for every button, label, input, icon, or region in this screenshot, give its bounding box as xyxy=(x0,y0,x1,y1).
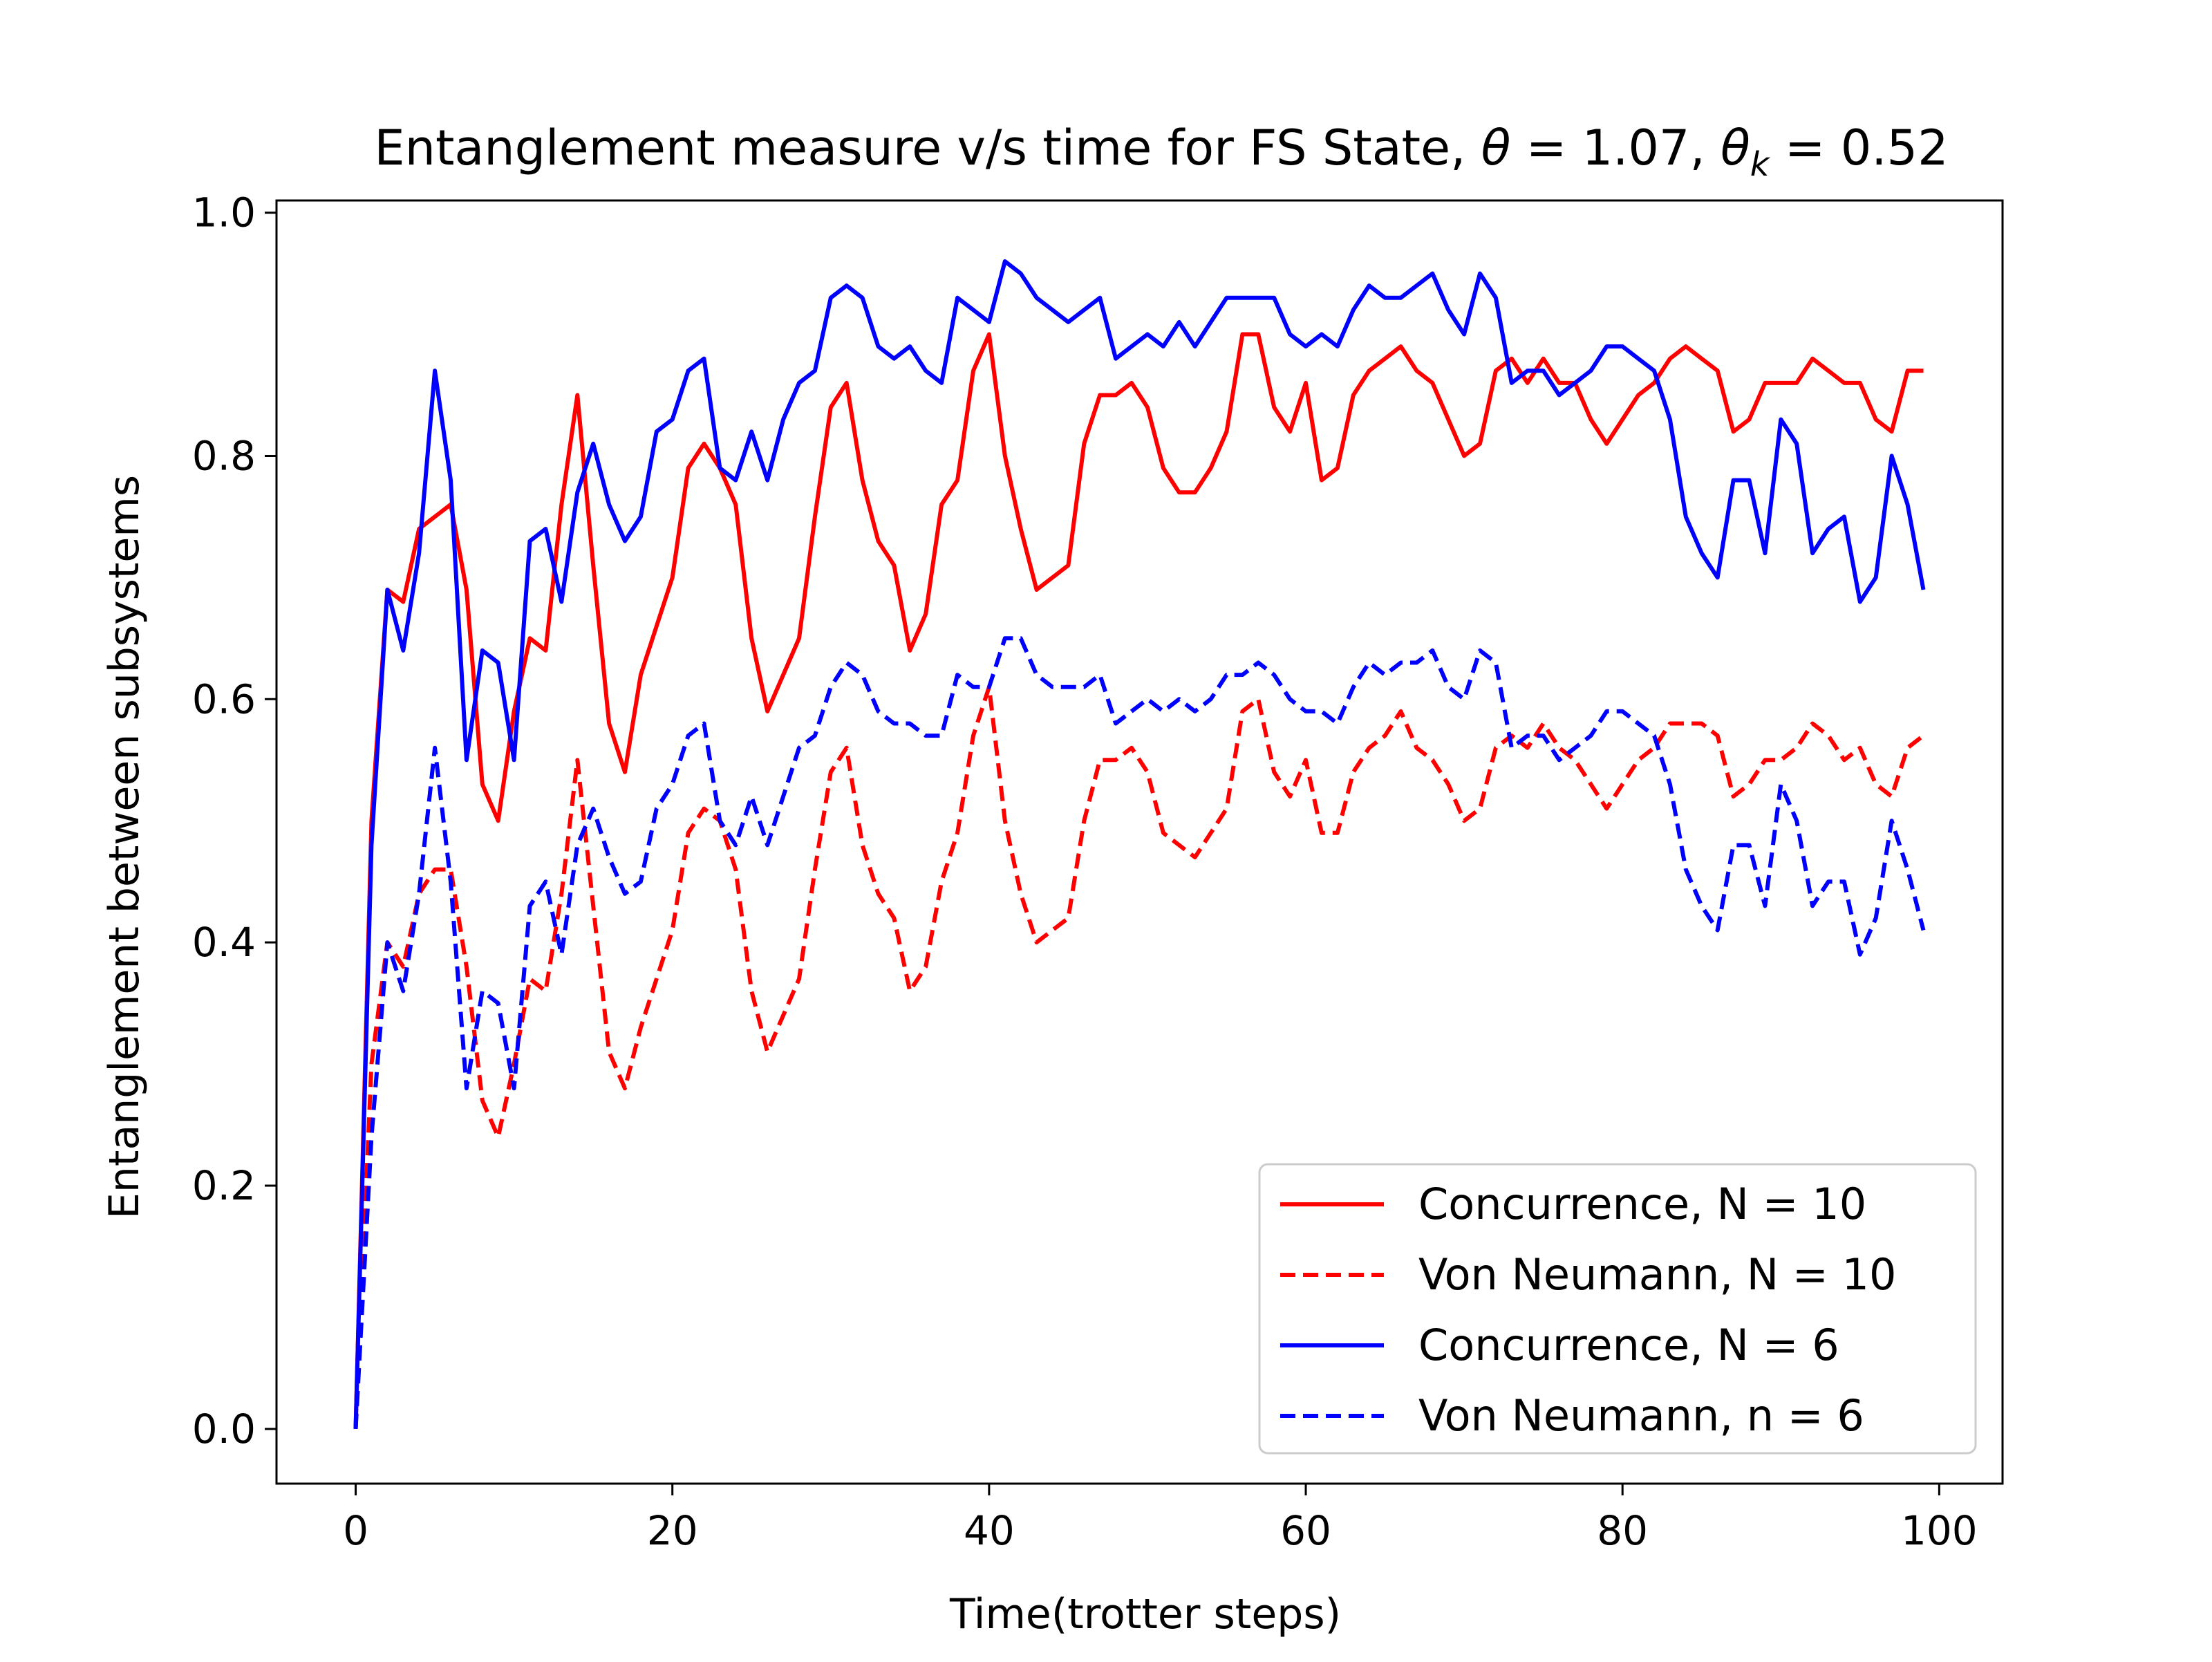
title-theta-k-subscript: k xyxy=(1750,145,1771,184)
plot-area-frame xyxy=(275,199,2004,1485)
y-tick-label: 0.0 xyxy=(192,1406,256,1453)
legend-label: Von Neumann, N = 10 xyxy=(1418,1249,1896,1300)
x-tick-label: 80 xyxy=(1597,1507,1648,1554)
x-tick-label: 20 xyxy=(647,1507,698,1554)
y-tick-label: 0.2 xyxy=(192,1162,256,1209)
y-ticks: 0.0 0.2 0.4 0.6 0.8 1.0 xyxy=(192,189,276,1453)
x-tick-label: 60 xyxy=(1280,1507,1331,1554)
series-line-1 xyxy=(353,332,1924,1429)
x-axis-label: Time(trotter steps) xyxy=(949,1590,1341,1638)
x-ticks: 0 20 40 60 80 100 xyxy=(343,1484,1978,1554)
chart-title: Entanglement measure v/s time for FS Sta… xyxy=(374,120,1948,184)
series-line-3 xyxy=(353,259,1926,1429)
legend-box xyxy=(1258,1163,1977,1455)
title-theta-k-symbol: θ xyxy=(1721,120,1750,176)
series-layer xyxy=(353,259,1926,1429)
x-tick-label: 40 xyxy=(964,1507,1015,1554)
y-tick-label: 0.4 xyxy=(192,919,256,966)
legend-entries: Concurrence, N = 10 Von Neumann, N = 10 Co… xyxy=(1280,1179,1896,1441)
series-line-4 xyxy=(353,636,1926,1429)
legend-label: Concurrence, N = 10 xyxy=(1418,1179,1866,1229)
y-tick-label: 0.8 xyxy=(192,432,256,479)
x-tick-label: 100 xyxy=(1901,1507,1978,1554)
legend-label: Concurrence, N = 6 xyxy=(1418,1320,1839,1370)
title-theta-k-value: = 0.52 xyxy=(1770,120,1949,176)
y-tick-label: 0.6 xyxy=(192,675,256,722)
title-theta-value: = 1.07, xyxy=(1510,120,1721,176)
series-line-2 xyxy=(353,684,1925,1429)
y-axis-label: Entanglement between subsystems xyxy=(100,475,149,1219)
x-tick-label: 0 xyxy=(343,1507,368,1554)
legend: Concurrence, N = 10 Von Neumann, N = 10 Co… xyxy=(1258,1163,1977,1455)
legend-label: Von Neumann, n = 6 xyxy=(1418,1390,1864,1441)
title-theta-symbol: θ xyxy=(1481,120,1511,176)
title-main: Entanglement measure v/s time for FS Sta… xyxy=(374,120,1481,176)
y-tick-label: 1.0 xyxy=(192,189,256,236)
